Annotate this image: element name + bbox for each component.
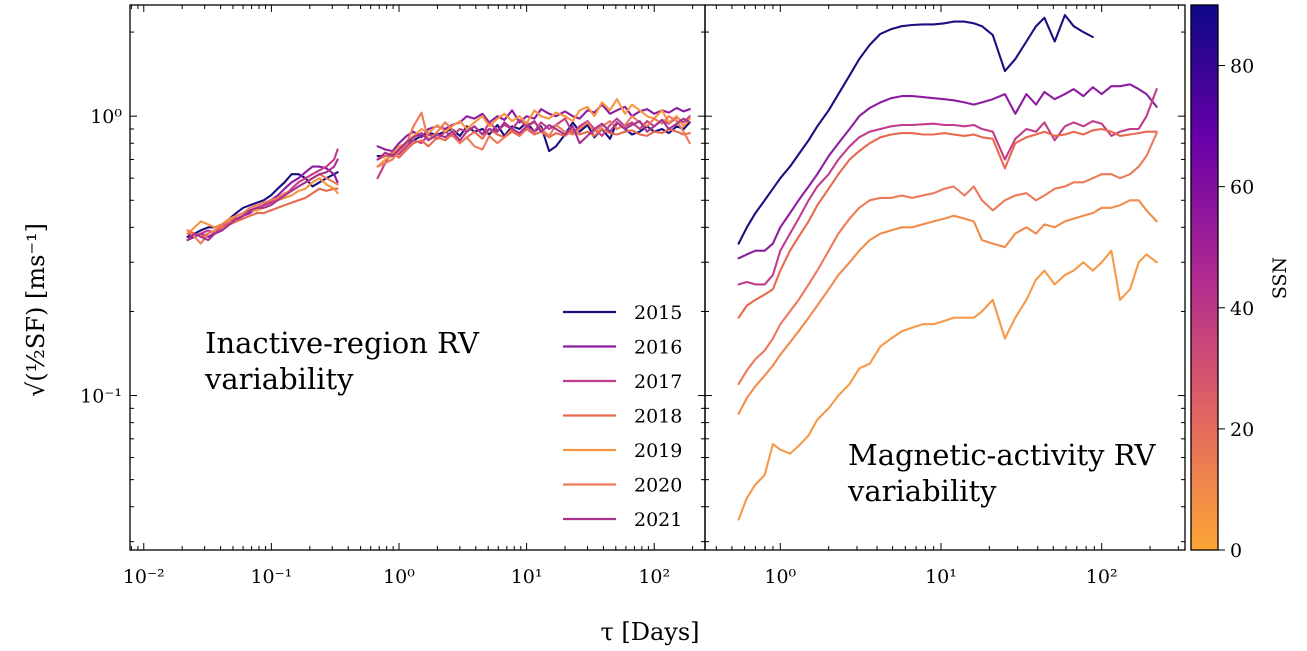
colorbar: 0 20 40 60 80 SSN — [1190, 4, 1291, 562]
left-series-2021-segment-2 — [376, 117, 691, 161]
left-ytick-label: 10⁰ — [90, 106, 122, 128]
left-panel: 10⁻² 10⁻¹ 10⁰ 10¹ 10² 10⁰ 10⁻¹ Inactive-region… — [80, 4, 706, 588]
right-series-2019-segment-1 — [737, 132, 1158, 386]
x-axis-label: τ [Days] — [600, 618, 699, 646]
legend-label-2017: 2017 — [634, 371, 682, 393]
right-series-2015-segment-1 — [737, 14, 1094, 245]
left-ticks: 10⁻² 10⁻¹ 10⁰ 10¹ 10² 10⁰ 10⁻¹ — [80, 5, 705, 588]
right-annotation-line2: variability — [847, 474, 997, 508]
right-axes-frame — [704, 4, 1186, 551]
legend-label-2019: 2019 — [634, 440, 682, 462]
colorbar-tick-label: 0 — [1230, 540, 1242, 562]
right-xtick-label: 10⁰ — [764, 566, 796, 588]
left-series-2018-segment-2 — [376, 127, 691, 161]
left-xtick-label: 10² — [638, 566, 670, 588]
left-axes-frame — [129, 4, 706, 551]
left-series-2021-segment-1 — [186, 158, 339, 242]
right-xtick-label: 10¹ — [925, 566, 957, 588]
colorbar-tick-label: 80 — [1230, 56, 1254, 78]
left-series-2018-segment-1 — [186, 187, 339, 238]
left-xtick-label: 10¹ — [511, 566, 543, 588]
legend-label-2021: 2021 — [634, 509, 682, 531]
right-series-2021-segment-1 — [737, 249, 1158, 521]
legend: 2015 2016 2017 2018 2019 2020 2021 — [563, 302, 682, 531]
left-annotation-line1: Inactive-region RV — [205, 326, 480, 360]
left-series-2017-segment-2 — [376, 115, 691, 180]
colorbar-tick-label: 20 — [1230, 419, 1254, 441]
right-ticks: 10⁰ 10¹ 10² — [705, 5, 1185, 588]
colorbar-ticks: 0 20 40 60 80 — [1218, 56, 1254, 562]
y-axis-label: √(½SF) [ms⁻¹] — [22, 223, 50, 397]
right-xtick-label: 10² — [1086, 566, 1118, 588]
right-series-2016-segment-1 — [737, 83, 1158, 260]
colorbar-label: SSN — [1269, 257, 1291, 299]
right-series-2018-segment-1 — [737, 127, 1158, 319]
right-series-2017-segment-1 — [737, 88, 1158, 286]
left-series-group — [186, 98, 691, 245]
colorbar-tick-label: 60 — [1230, 177, 1254, 199]
right-annotation-line1: Magnetic-activity RV — [848, 438, 1157, 472]
left-xtick-label: 10⁻¹ — [250, 566, 292, 588]
legend-label-2018: 2018 — [634, 406, 682, 428]
legend-label-2015: 2015 — [634, 302, 682, 324]
colorbar-frame — [1190, 4, 1219, 551]
left-ytick-label: 10⁻¹ — [80, 386, 122, 408]
left-series-2017-segment-1 — [186, 148, 339, 238]
colorbar-tick-label: 40 — [1230, 298, 1254, 320]
legend-label-2020: 2020 — [634, 475, 682, 497]
left-xtick-label: 10⁻² — [123, 566, 165, 588]
left-series-2019-segment-2 — [376, 98, 691, 168]
right-panel: 10⁰ 10¹ 10² Magnetic-activity RV variabili… — [704, 4, 1186, 588]
right-series-2020-segment-1 — [737, 199, 1158, 415]
left-annotation-line2: variability — [204, 362, 354, 396]
legend-label-2016: 2016 — [634, 337, 682, 359]
left-xtick-label: 10⁰ — [383, 566, 415, 588]
right-series-group — [737, 14, 1158, 521]
colorbar-gradient — [1191, 5, 1218, 550]
